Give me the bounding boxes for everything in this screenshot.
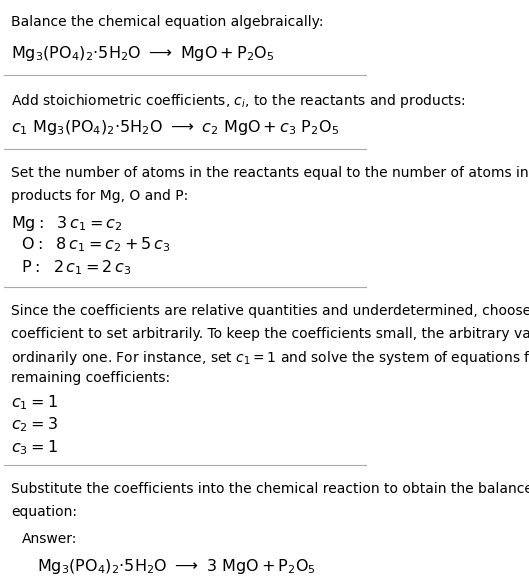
Text: Since the coefficients are relative quantities and underdetermined, choose a: Since the coefficients are relative quan… [12,304,529,318]
Text: $c_1 = 1$: $c_1 = 1$ [12,393,58,412]
Text: Add stoichiometric coefficients, $c_i$, to the reactants and products:: Add stoichiometric coefficients, $c_i$, … [12,92,466,110]
Text: $\ \ \mathrm{P{:}}\ \ 2\,c_1 = 2\,c_3$: $\ \ \mathrm{P{:}}\ \ 2\,c_1 = 2\,c_3$ [12,258,132,276]
Text: $\mathrm{Mg{:}}\ \ 3\,c_1 = c_2$: $\mathrm{Mg{:}}\ \ 3\,c_1 = c_2$ [12,214,123,232]
Text: remaining coefficients:: remaining coefficients: [12,371,170,385]
Text: coefficient to set arbitrarily. To keep the coefficients small, the arbitrary va: coefficient to set arbitrarily. To keep … [12,326,529,340]
Text: equation:: equation: [12,505,77,519]
FancyBboxPatch shape [8,522,222,587]
Text: Substitute the coefficients into the chemical reaction to obtain the balanced: Substitute the coefficients into the che… [12,483,529,497]
Text: ordinarily one. For instance, set $c_1 = 1$ and solve the system of equations fo: ordinarily one. For instance, set $c_1 =… [12,349,529,367]
Text: products for Mg, O and P:: products for Mg, O and P: [12,188,189,203]
Text: Answer:: Answer: [22,532,78,546]
Text: Set the number of atoms in the reactants equal to the number of atoms in the: Set the number of atoms in the reactants… [12,167,529,180]
Text: $c_1\ \mathrm{Mg_3(PO_4)_2{\cdot}5H_2O\ \longrightarrow\ }c_2\ \mathrm{MgO} + c_: $c_1\ \mathrm{Mg_3(PO_4)_2{\cdot}5H_2O\ … [12,119,340,137]
Text: $c_2 = 3$: $c_2 = 3$ [12,416,58,434]
Text: $\mathrm{Mg_3(PO_4)_2{\cdot}5H_2O\ \longrightarrow\ MgO + P_2O_5}$: $\mathrm{Mg_3(PO_4)_2{\cdot}5H_2O\ \long… [12,44,275,63]
Text: $c_3 = 1$: $c_3 = 1$ [12,438,58,457]
Text: $\mathrm{Mg_3(PO_4)_2{\cdot}5H_2O\ \longrightarrow\ 3\ MgO + P_2O_5}$: $\mathrm{Mg_3(PO_4)_2{\cdot}5H_2O\ \long… [37,557,315,576]
Text: Balance the chemical equation algebraically:: Balance the chemical equation algebraica… [12,15,324,29]
Text: $\ \ \mathrm{O{:}}\ \ 8\,c_1 = c_2 + 5\,c_3$: $\ \ \mathrm{O{:}}\ \ 8\,c_1 = c_2 + 5\,… [12,236,171,255]
